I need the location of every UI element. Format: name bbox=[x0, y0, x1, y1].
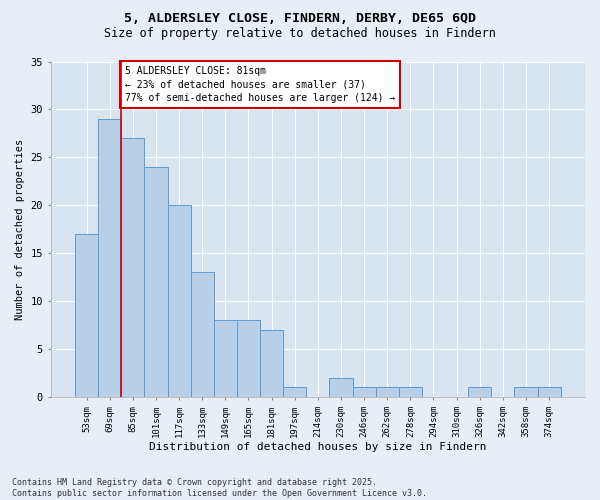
Bar bbox=[353, 388, 376, 397]
Text: Size of property relative to detached houses in Findern: Size of property relative to detached ho… bbox=[104, 27, 496, 40]
Bar bbox=[260, 330, 283, 397]
Bar bbox=[191, 272, 214, 397]
Bar bbox=[468, 388, 491, 397]
Bar bbox=[145, 167, 167, 397]
X-axis label: Distribution of detached houses by size in Findern: Distribution of detached houses by size … bbox=[149, 442, 487, 452]
Bar bbox=[167, 206, 191, 397]
Bar bbox=[214, 320, 237, 397]
Bar bbox=[98, 119, 121, 397]
Text: Contains HM Land Registry data © Crown copyright and database right 2025.
Contai: Contains HM Land Registry data © Crown c… bbox=[12, 478, 427, 498]
Bar bbox=[75, 234, 98, 397]
Bar bbox=[283, 388, 306, 397]
Y-axis label: Number of detached properties: Number of detached properties bbox=[15, 138, 25, 320]
Bar bbox=[376, 388, 399, 397]
Bar bbox=[538, 388, 561, 397]
Text: 5 ALDERSLEY CLOSE: 81sqm
← 23% of detached houses are smaller (37)
77% of semi-d: 5 ALDERSLEY CLOSE: 81sqm ← 23% of detach… bbox=[125, 66, 395, 102]
Bar bbox=[329, 378, 353, 397]
Bar bbox=[514, 388, 538, 397]
Bar bbox=[399, 388, 422, 397]
Bar bbox=[121, 138, 145, 397]
Text: 5, ALDERSLEY CLOSE, FINDERN, DERBY, DE65 6QD: 5, ALDERSLEY CLOSE, FINDERN, DERBY, DE65… bbox=[124, 12, 476, 26]
Bar bbox=[237, 320, 260, 397]
